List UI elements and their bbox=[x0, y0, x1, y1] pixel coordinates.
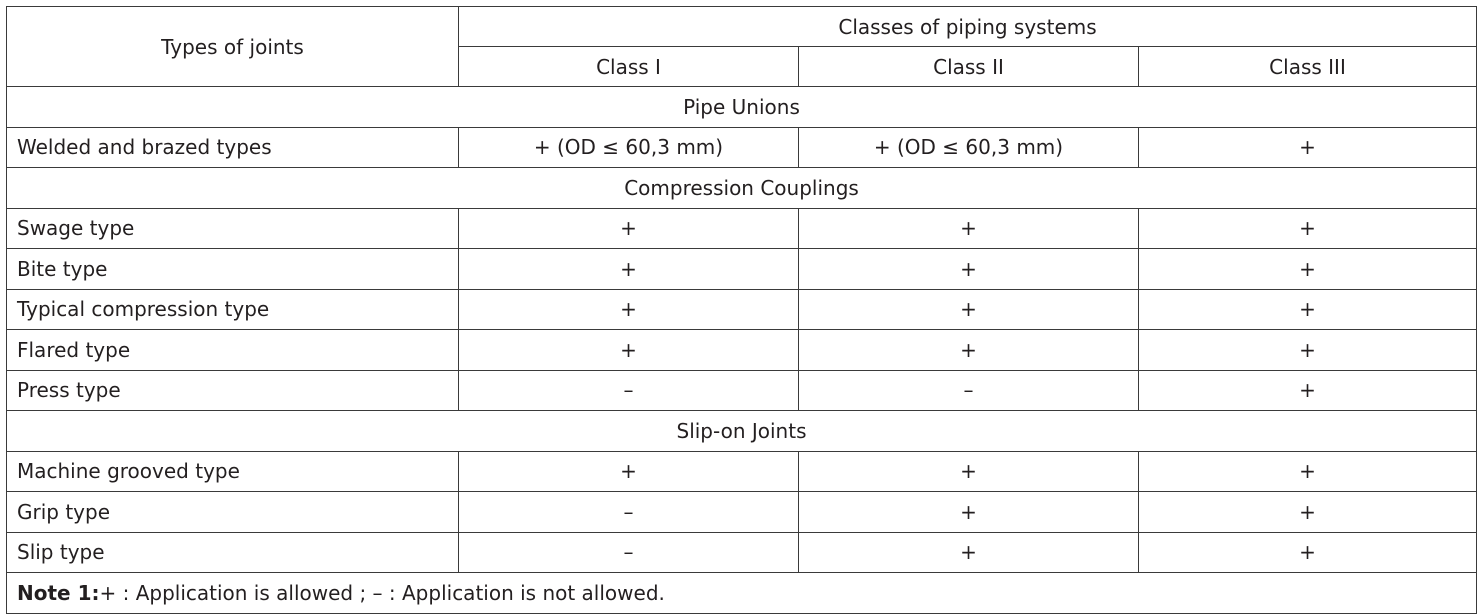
header-types-of-joints: Types of joints bbox=[6, 6, 459, 87]
joint-name: Bite type bbox=[6, 248, 459, 290]
joint-name: Press type bbox=[6, 369, 459, 411]
joint-name: Swage type bbox=[6, 207, 459, 249]
section-row-pipe-unions: Pipe Unions bbox=[5, 86, 1478, 128]
joint-name: Welded and brazed types bbox=[6, 126, 459, 168]
class-2-cell: + bbox=[798, 207, 1139, 249]
header-class-3: Class III bbox=[1137, 46, 1478, 87]
class-3-cell: + bbox=[1137, 248, 1478, 290]
section-row-compression-couplings: Compression Couplings bbox=[5, 167, 1478, 209]
joint-name: Flared type bbox=[6, 329, 459, 371]
table-row: Typical compression type + + + bbox=[6, 288, 1478, 330]
table-row: Grip type – + + bbox=[6, 491, 1478, 533]
class-2-cell: + bbox=[798, 531, 1139, 573]
header-class-1: Class I bbox=[458, 46, 799, 87]
class-2-cell: + (OD ≤ 60,3 mm) bbox=[798, 126, 1139, 168]
class-3-cell: + bbox=[1137, 329, 1478, 371]
class-2-cell: – bbox=[798, 369, 1139, 411]
header-row-2: Class I Class II Class III bbox=[7, 46, 1478, 87]
note-text: + : Application is allowed ; – : Applica… bbox=[99, 580, 665, 605]
class-2-cell: + bbox=[798, 329, 1139, 371]
class-1-cell: + bbox=[458, 207, 799, 249]
table-row: Welded and brazed types + (OD ≤ 60,3 mm)… bbox=[6, 126, 1478, 168]
class-2-cell: + bbox=[798, 450, 1139, 492]
section-title: Slip-on Joints bbox=[5, 410, 1478, 452]
note-cell: Note 1:+ : Application is allowed ; – : … bbox=[5, 572, 1478, 614]
class-2-cell: + bbox=[798, 248, 1139, 290]
class-1-cell: + (OD ≤ 60,3 mm) bbox=[458, 126, 799, 168]
class-1-cell: – bbox=[458, 491, 799, 533]
section-row-slip-on-joints: Slip-on Joints bbox=[5, 410, 1478, 452]
joint-name: Machine grooved type bbox=[6, 450, 459, 492]
class-3-cell: + bbox=[1137, 207, 1478, 249]
class-3-cell: + bbox=[1137, 491, 1478, 533]
header-row-1: Types of joints Classes of piping system… bbox=[6, 6, 1478, 87]
joint-name: Slip type bbox=[6, 531, 459, 573]
table-row: Slip type – + + bbox=[6, 531, 1478, 573]
class-1-cell: – bbox=[458, 531, 799, 573]
class-1-cell: + bbox=[458, 450, 799, 492]
class-1-cell: + bbox=[458, 248, 799, 290]
class-3-cell: + bbox=[1137, 450, 1478, 492]
section-title: Pipe Unions bbox=[5, 86, 1478, 128]
joint-name: Grip type bbox=[6, 491, 459, 533]
class-1-cell: + bbox=[458, 329, 799, 371]
header-class-2: Class II bbox=[798, 46, 1139, 87]
joint-types-table: Types of joints Classes of piping system… bbox=[5, 6, 1478, 614]
note-row: Note 1:+ : Application is allowed ; – : … bbox=[5, 572, 1478, 614]
table-row: Bite type + + + bbox=[6, 248, 1478, 290]
class-3-cell: + bbox=[1137, 126, 1478, 168]
joint-name: Typical compression type bbox=[6, 288, 459, 330]
note-label: Note 1: bbox=[17, 580, 100, 605]
table-row: Press type – – + bbox=[6, 369, 1478, 411]
class-1-cell: + bbox=[458, 288, 799, 330]
class-2-cell: + bbox=[798, 491, 1139, 533]
class-2-cell: + bbox=[798, 288, 1139, 330]
class-3-cell: + bbox=[1137, 369, 1478, 411]
header-classes-title: Classes of piping systems bbox=[457, 6, 1478, 47]
class-1-cell: – bbox=[458, 369, 799, 411]
class-3-cell: + bbox=[1137, 531, 1478, 573]
table-row: Machine grooved type + + + bbox=[6, 450, 1478, 492]
section-title: Compression Couplings bbox=[5, 167, 1478, 209]
table-row: Swage type + + + bbox=[6, 207, 1478, 249]
table-row: Flared type + + + bbox=[6, 329, 1478, 371]
class-3-cell: + bbox=[1137, 288, 1478, 330]
